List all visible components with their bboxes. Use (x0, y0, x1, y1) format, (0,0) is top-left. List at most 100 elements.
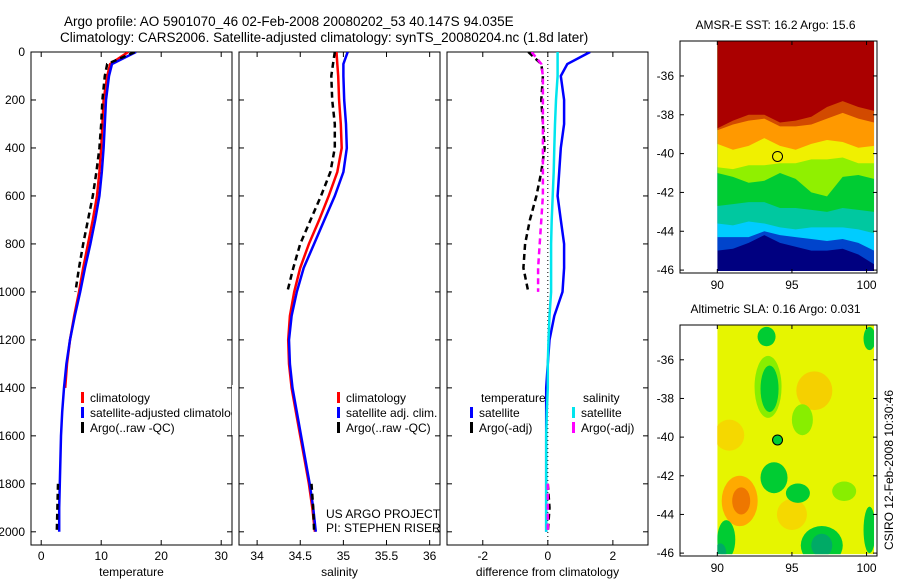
x-tick-label: 35 (337, 549, 351, 563)
series-group (522, 52, 591, 532)
x-tick-label: 36 (423, 549, 437, 563)
argo-position-marker (772, 434, 784, 446)
y-tick-label: -38 (657, 391, 675, 405)
argo-position-marker (772, 150, 784, 162)
salinity-panel: 34 34.5 35 35.5 36 salinity (238, 51, 441, 579)
sst-dark-red (717, 41, 875, 129)
difference-axes-frame (446, 51, 649, 546)
legend-swatch (337, 392, 340, 403)
map-frame (679, 40, 878, 274)
legend-swatch (337, 422, 340, 433)
legend-swatch (572, 407, 575, 418)
sla-map: Altimetric SLA: 0.16 Argo: 0.031 90 95 100 -… (657, 302, 878, 575)
y-tick-label: 2000 (0, 525, 25, 539)
x-tick-label: 0 (38, 549, 45, 563)
x-tick-label: 20 (155, 549, 169, 563)
sst-map: AMSR-E SST: 16.2 Argo: 15.6 90 95 100 -36 -38… (657, 18, 878, 292)
y-tick-label: 400 (5, 141, 25, 155)
legend-swatch (337, 407, 340, 418)
legend-header: temperature (481, 391, 546, 405)
map-title: Altimetric SLA: 0.16 Argo: 0.031 (690, 302, 860, 316)
series-line-satellite (544, 52, 559, 532)
sla-anomaly-blob (757, 326, 776, 347)
series-line-argo-adj- (530, 52, 545, 292)
y-tick-label: 800 (5, 237, 25, 251)
y-tick-label: 1400 (0, 381, 25, 395)
x-tick-label: 100 (857, 278, 877, 292)
legend-label: satellite (581, 406, 622, 420)
legend-difference: temperature salinitysatelliteArgo(-adj)sa… (470, 391, 634, 435)
x-tick-label: 34.5 (289, 549, 313, 563)
temperature-panel: 0 10 20 30 temperature 0 200 400 600 800 1000 1200 1… (0, 45, 233, 579)
legend-label: Argo(-adj) (479, 421, 532, 435)
sla-anomaly-blob (760, 365, 779, 413)
salinity-axes-frame (238, 51, 441, 546)
legend-label: Argo(..raw -QC) (90, 421, 175, 435)
series-group (55, 52, 137, 532)
legend-swatch (81, 392, 84, 403)
credit-text: PI: STEPHEN RISER (326, 521, 441, 535)
y-tick-label: -36 (657, 353, 675, 367)
x-tick-label: 2 (610, 549, 617, 563)
series-line-argo-raw-qc- (74, 52, 136, 293)
x-tick-label: 30 (215, 549, 229, 563)
y-tick-label: 1600 (0, 429, 25, 443)
x-tick-label: 100 (857, 561, 877, 575)
y-tick-label: 1800 (0, 477, 25, 491)
x-tick-label: 34 (250, 549, 264, 563)
y-tick-label: -38 (657, 108, 675, 122)
title-line-2: Climatology: CARS2006. Satellite-adjuste… (60, 30, 588, 45)
sla-anomaly-blob (811, 533, 833, 555)
title-line-1: Argo profile: AO 5901070_46 02-Feb-2008 … (64, 14, 514, 29)
legend-label: climatology (346, 391, 406, 405)
y-tick-label: -36 (657, 69, 675, 83)
y-tick-label: 1000 (0, 285, 25, 299)
x-tick-label: 35.5 (375, 549, 399, 563)
map-field (717, 41, 875, 272)
series-line-argo-raw-qc- (55, 483, 60, 532)
legend-label: satellite (479, 406, 520, 420)
sla-anomaly-blob (732, 487, 751, 515)
difference-panel: -2 0 2 difference from climatology (446, 51, 649, 579)
sla-anomaly-blob (791, 404, 813, 436)
y-tick-label: 600 (5, 189, 25, 203)
legend-header: salinity (583, 391, 620, 405)
series-line-satellite-adjusted-climatology (57, 52, 137, 532)
series-line-argo-raw-qc- (286, 52, 337, 293)
series-line-satellite-adj-clim- (287, 52, 349, 532)
legend-label: Argo(..raw -QC) (346, 421, 431, 435)
legend-swatch (81, 422, 84, 433)
legend-swatch (470, 422, 473, 433)
sla-anomaly-blob (717, 419, 745, 451)
legend-label: satellite adj. clim. (346, 406, 437, 420)
y-tick-label: 1200 (0, 333, 25, 347)
x-tick-label: 90 (711, 561, 725, 575)
sla-anomaly-blob (832, 481, 857, 501)
y-tick-label: -44 (657, 507, 675, 521)
y-tick-label: -40 (657, 430, 675, 444)
sla-anomaly-blob (717, 543, 727, 555)
credit-text: US ARGO PROJECT (326, 507, 441, 521)
x-tick-label: 10 (95, 549, 109, 563)
legend-swatch (572, 422, 575, 433)
y-tick-label: 200 (5, 93, 25, 107)
legend-clip-mask (232, 385, 239, 435)
y-tick-label: -42 (657, 469, 675, 483)
legend-swatch (470, 407, 473, 418)
sla-anomaly-blob (760, 462, 788, 494)
legend-label: climatology (90, 391, 150, 405)
legend-label: Argo(-adj) (581, 421, 634, 435)
y-tick-label: -46 (657, 263, 675, 277)
x-tick-label: -2 (477, 549, 488, 563)
legend-swatch (81, 407, 84, 418)
sla-anomaly-blob (776, 498, 807, 530)
legend-label: satellite-adjusted climatology (90, 406, 243, 420)
y-tick-label: -46 (657, 546, 675, 560)
footer-stamp: CSIRO 12-Feb-2008 10:30:46 (882, 390, 896, 550)
map-title: AMSR-E SST: 16.2 Argo: 15.6 (695, 18, 855, 32)
x-axis-label: salinity (321, 565, 358, 579)
x-tick-label: 95 (785, 561, 799, 575)
